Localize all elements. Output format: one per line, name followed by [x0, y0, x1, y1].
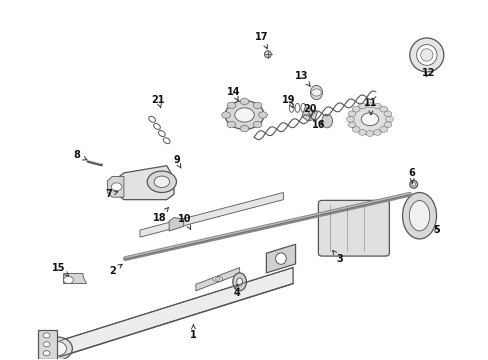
Text: 15: 15	[52, 262, 68, 276]
Ellipse shape	[212, 276, 222, 282]
Polygon shape	[63, 274, 86, 284]
Text: 7: 7	[105, 189, 118, 199]
Text: 13: 13	[295, 71, 310, 86]
Circle shape	[358, 103, 366, 109]
Ellipse shape	[236, 278, 242, 286]
Circle shape	[226, 121, 235, 128]
Ellipse shape	[48, 342, 66, 356]
Circle shape	[240, 98, 248, 105]
Ellipse shape	[232, 273, 246, 291]
Ellipse shape	[42, 337, 72, 360]
Circle shape	[253, 121, 262, 128]
Circle shape	[379, 126, 387, 132]
Text: 12: 12	[421, 68, 434, 78]
Text: 18: 18	[152, 207, 168, 222]
Polygon shape	[301, 107, 317, 121]
Polygon shape	[169, 217, 183, 231]
Ellipse shape	[409, 38, 443, 72]
Ellipse shape	[275, 253, 286, 264]
Circle shape	[43, 333, 50, 338]
Circle shape	[385, 116, 392, 122]
Text: 17: 17	[254, 32, 268, 49]
Ellipse shape	[264, 51, 271, 58]
Circle shape	[311, 89, 321, 96]
Text: 10: 10	[178, 214, 191, 230]
Ellipse shape	[215, 278, 220, 280]
Circle shape	[224, 101, 264, 129]
Circle shape	[366, 102, 373, 108]
Text: 9: 9	[173, 156, 181, 168]
Circle shape	[147, 171, 176, 193]
Text: 3: 3	[332, 251, 342, 264]
Circle shape	[347, 111, 355, 117]
Ellipse shape	[402, 193, 436, 239]
Ellipse shape	[420, 49, 432, 61]
Ellipse shape	[416, 45, 436, 65]
Circle shape	[351, 126, 359, 132]
Circle shape	[373, 130, 381, 135]
Circle shape	[349, 104, 389, 134]
Text: 8: 8	[73, 150, 87, 160]
Polygon shape	[140, 193, 283, 237]
Polygon shape	[196, 267, 239, 291]
Circle shape	[43, 342, 50, 347]
Text: 1: 1	[190, 325, 196, 341]
Circle shape	[383, 122, 391, 127]
Text: 20: 20	[303, 104, 316, 117]
Polygon shape	[60, 267, 292, 357]
Ellipse shape	[310, 85, 322, 100]
Circle shape	[346, 116, 354, 122]
FancyBboxPatch shape	[318, 201, 388, 256]
Text: 4: 4	[233, 284, 240, 297]
Circle shape	[240, 125, 248, 132]
Ellipse shape	[409, 180, 417, 188]
Text: 21: 21	[151, 95, 165, 108]
Text: 14: 14	[226, 87, 240, 100]
Circle shape	[253, 102, 262, 109]
Text: 5: 5	[432, 225, 439, 235]
Circle shape	[221, 112, 230, 118]
Polygon shape	[117, 166, 174, 200]
Circle shape	[361, 113, 378, 126]
Circle shape	[111, 183, 122, 191]
Circle shape	[347, 122, 355, 127]
Ellipse shape	[321, 114, 332, 128]
Circle shape	[226, 102, 235, 109]
Circle shape	[383, 111, 391, 117]
Ellipse shape	[408, 201, 429, 231]
Polygon shape	[107, 176, 123, 197]
Circle shape	[351, 106, 359, 112]
Circle shape	[366, 131, 373, 136]
Circle shape	[373, 103, 381, 109]
Text: 19: 19	[281, 95, 294, 108]
Circle shape	[234, 108, 254, 122]
Circle shape	[43, 351, 50, 356]
Circle shape	[63, 276, 73, 284]
Circle shape	[358, 130, 366, 135]
Text: 11: 11	[364, 98, 377, 114]
Polygon shape	[266, 244, 295, 273]
Ellipse shape	[411, 183, 415, 186]
Circle shape	[154, 176, 169, 188]
Text: 6: 6	[408, 168, 415, 184]
Text: 16: 16	[311, 120, 325, 130]
Text: 2: 2	[109, 264, 122, 276]
Circle shape	[379, 106, 387, 112]
Circle shape	[258, 112, 267, 118]
Polygon shape	[38, 330, 57, 359]
